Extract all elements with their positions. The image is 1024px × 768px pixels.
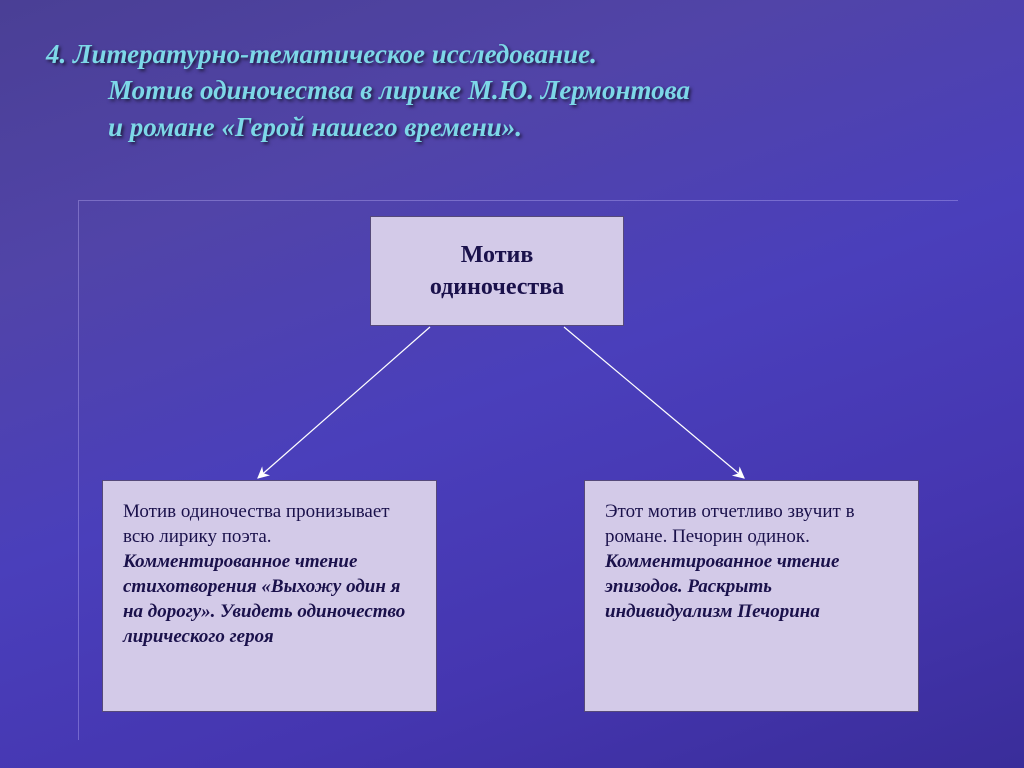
leaf-node-left: Мотив одиночества пронизывает всю лирику… [102,480,437,712]
heading-line-3: и романе «Герой нашего времени». [46,109,994,145]
leaf-node-right: Этот мотив отчетливо звучит в романе. Пе… [584,480,919,712]
heading-line-2: Мотив одиночества в лирике М.Ю. Лермонто… [46,72,994,108]
heading-line-1-text: Литературно-тематическое исследование. [66,39,597,69]
root-node-text: Мотив одиночества [430,239,564,304]
right-plain-text: Этот мотив отчетливо звучит в романе. Пе… [605,501,855,547]
heading-number: 4. [46,39,66,69]
root-line-2: одиночества [430,274,564,300]
root-node: Мотив одиночества [370,216,624,326]
left-plain-text: Мотив одиночества пронизывает всю лирику… [123,501,390,547]
right-italic-text: Комментированное чтение эпизодов. Раскры… [605,551,839,622]
left-italic-text: Комментированное чтение стихотворения «В… [123,551,405,647]
heading-line-1: 4. Литературно-тематическое исследование… [46,36,994,72]
slide-heading: 4. Литературно-тематическое исследование… [0,0,1024,145]
root-line-1: Мотив [461,242,534,268]
